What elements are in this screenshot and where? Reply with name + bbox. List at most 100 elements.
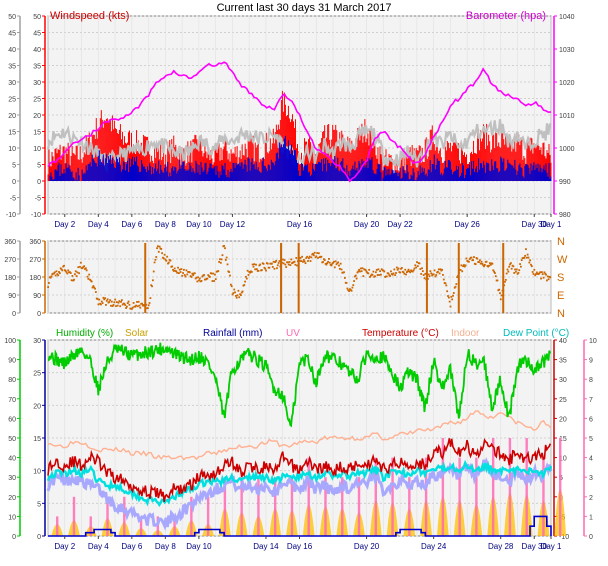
direction-point — [390, 270, 392, 273]
direction-point — [175, 270, 178, 273]
wind-y-tick-label: 50 — [33, 14, 41, 21]
direction-point — [385, 275, 388, 278]
direction-point — [394, 274, 397, 277]
direction-point — [262, 262, 265, 265]
direction-point — [281, 258, 284, 261]
direction-point — [539, 271, 542, 274]
direction-point — [483, 263, 486, 266]
direction-point — [504, 278, 507, 281]
temp-y-tick-label: 25 — [559, 397, 567, 404]
direction-point — [221, 254, 224, 257]
direction-point — [333, 266, 336, 269]
direction-point — [463, 265, 466, 268]
direction-point — [476, 257, 479, 260]
direction-point — [328, 261, 331, 264]
dir-outer-y-tick-label: 180 — [4, 275, 16, 282]
dir-y-tick-label: 360 — [29, 239, 41, 246]
direction-point — [368, 268, 371, 271]
direction-point — [105, 299, 108, 302]
uv-y-tick-label: 9 — [589, 358, 593, 365]
direction-point — [421, 270, 424, 273]
wind-x-tick-label: Day 16 — [287, 220, 313, 229]
direction-point — [307, 257, 310, 260]
direction-point — [207, 274, 210, 277]
direction-point — [135, 304, 138, 307]
uv-peak — [290, 477, 294, 536]
uv-y-tick-label: 10 — [589, 338, 597, 345]
direction-point — [108, 301, 111, 303]
uv-peak — [424, 457, 428, 536]
direction-point — [125, 307, 127, 309]
direction-point — [178, 268, 181, 271]
uv-legend: UV — [286, 328, 300, 339]
direction-point — [64, 270, 67, 272]
wind-outer-y-tick-label: 40 — [8, 47, 16, 54]
wind-x-tick-label: Day 8 — [155, 220, 176, 229]
direction-point — [153, 261, 156, 264]
direction-point — [264, 267, 267, 270]
direction-point — [214, 273, 216, 276]
wind-x-tick-label: Day 2 — [54, 220, 75, 229]
uv-peak — [525, 438, 528, 536]
direction-point — [120, 300, 122, 303]
gust-line — [46, 119, 552, 174]
direction-point — [114, 298, 117, 301]
baro-y-tick-label: 1030 — [559, 47, 575, 54]
direction-point — [353, 280, 355, 282]
direction-point — [60, 268, 63, 271]
humidity-y-tick-label: 20 — [8, 495, 16, 502]
direction-point — [470, 256, 473, 259]
direction-point — [117, 301, 120, 304]
direction-point — [317, 252, 320, 255]
direction-point — [489, 262, 491, 265]
direction-point — [210, 272, 213, 275]
direction-point — [375, 269, 378, 271]
direction-point — [310, 256, 313, 259]
direction-point — [500, 294, 503, 297]
direction-point — [167, 261, 170, 264]
wind-y-tick-label: 25 — [33, 97, 41, 104]
direction-point — [428, 275, 431, 278]
direction-point — [359, 270, 361, 273]
direction-point — [198, 279, 200, 282]
direction-point — [421, 267, 423, 270]
direction-point — [333, 260, 335, 263]
direction-point — [546, 275, 549, 278]
wind-y-tick-label: 20 — [33, 113, 41, 120]
direction-point — [512, 265, 515, 268]
direction-point — [83, 265, 86, 268]
direction-point — [76, 271, 79, 274]
uv-peak — [341, 477, 344, 536]
rain-y-tick-label: 25 — [33, 371, 41, 378]
direction-point — [90, 280, 93, 283]
uv-peak — [508, 438, 512, 536]
direction-point — [520, 265, 522, 268]
chart-title: Current last 30 days 31 March 2017 — [217, 2, 392, 14]
temp-x-tick-label: Day 1 — [541, 542, 562, 551]
direction-point — [459, 269, 462, 271]
direction-point — [543, 271, 546, 274]
uv-peak — [357, 477, 361, 536]
direction-point — [257, 269, 260, 272]
direction-point — [96, 298, 99, 300]
direction-point — [354, 274, 357, 277]
direction-point — [340, 268, 343, 271]
direction-point — [525, 256, 528, 259]
direction-point — [284, 263, 287, 266]
direction-point — [56, 273, 59, 276]
uv-peak — [475, 457, 478, 536]
uv-peak — [156, 516, 160, 536]
direction-point — [165, 259, 168, 262]
direction-point — [276, 267, 278, 270]
wind-x-tick-label: Day 1 — [541, 220, 562, 229]
direction-point — [282, 262, 285, 265]
direction-point — [196, 280, 199, 283]
direction-point — [47, 286, 49, 288]
temp-x-tick-label: Day 20 — [354, 542, 380, 551]
direction-point — [63, 264, 65, 267]
direction-point — [124, 304, 127, 307]
direction-point — [493, 270, 495, 273]
direction-point — [304, 262, 307, 265]
